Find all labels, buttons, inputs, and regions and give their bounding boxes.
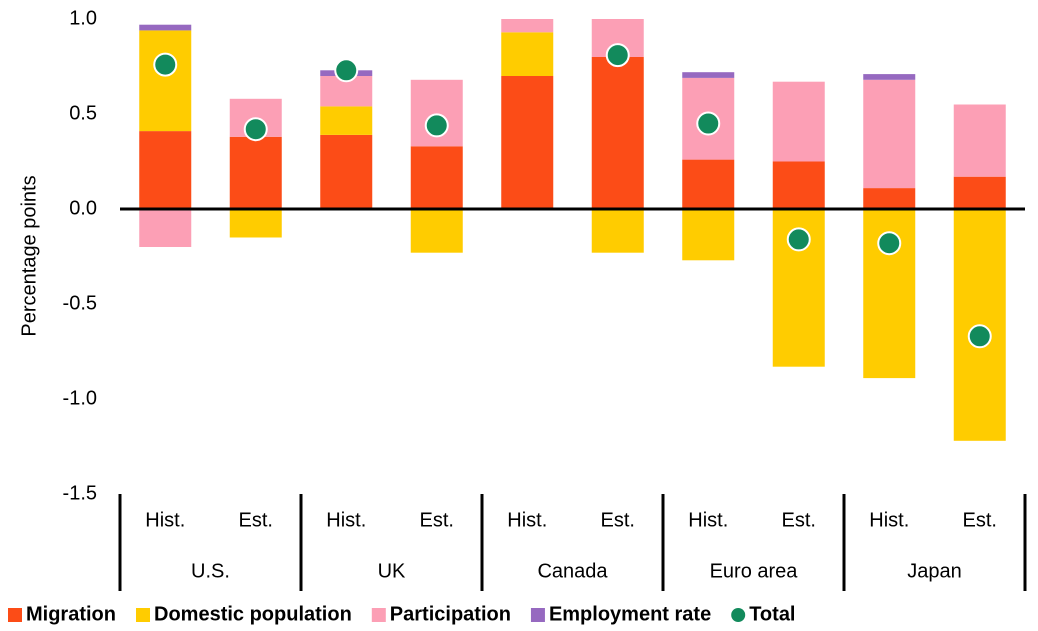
bar-segment bbox=[772, 81, 825, 162]
y-axis-label: Percentage points bbox=[18, 175, 40, 336]
total-dot bbox=[605, 43, 630, 68]
group-label: UK bbox=[378, 560, 406, 582]
total-dot bbox=[786, 227, 811, 252]
y-tick-label: 1.0 bbox=[69, 7, 97, 29]
y-tick-label: 0.5 bbox=[69, 102, 97, 124]
x-tick-label: Est. bbox=[420, 509, 454, 531]
bar-segment bbox=[863, 74, 916, 80]
total-dot bbox=[967, 324, 992, 349]
x-tick-label: Hist. bbox=[869, 509, 909, 531]
bar-segment bbox=[501, 76, 554, 209]
legend-swatch bbox=[136, 608, 150, 622]
bar-segment bbox=[410, 209, 463, 253]
x-tick-label: Est. bbox=[963, 509, 997, 531]
bar-segment bbox=[591, 209, 644, 253]
group-label: Japan bbox=[907, 560, 962, 582]
legend-label: Domestic population bbox=[154, 603, 352, 625]
x-tick-label: Est. bbox=[601, 509, 635, 531]
bar-segment bbox=[320, 106, 373, 135]
x-tick-label: Hist. bbox=[326, 509, 366, 531]
x-tick-label: Est. bbox=[782, 509, 816, 531]
bars bbox=[139, 19, 1006, 441]
bar-segment bbox=[682, 159, 735, 209]
bar-segment bbox=[591, 57, 644, 209]
total-dot bbox=[696, 111, 721, 136]
bar-segment bbox=[682, 209, 735, 261]
x-tick-label: Est. bbox=[239, 509, 273, 531]
legend-label: Total bbox=[749, 603, 795, 625]
total-dot bbox=[424, 113, 449, 138]
bar-segment bbox=[501, 32, 554, 76]
group-label: U.S. bbox=[191, 560, 230, 582]
y-tick-label: -1.0 bbox=[63, 387, 97, 409]
y-tick-label: -1.5 bbox=[63, 482, 97, 504]
group-label: Canada bbox=[537, 560, 608, 582]
y-tick-label: 0.0 bbox=[69, 197, 97, 219]
bar-segment bbox=[139, 209, 192, 247]
bar-segment bbox=[229, 209, 282, 238]
legend-swatch bbox=[530, 608, 545, 622]
legend-swatch bbox=[731, 608, 746, 622]
bar-segment bbox=[772, 161, 825, 209]
bar-segment bbox=[229, 136, 282, 209]
bar-segment bbox=[501, 19, 554, 33]
bar-segment bbox=[953, 104, 1006, 177]
bar-segment bbox=[863, 79, 916, 189]
total-dot bbox=[877, 231, 902, 256]
legend-swatch bbox=[371, 608, 386, 622]
legend-label: Employment rate bbox=[549, 603, 711, 625]
legend-label: Migration bbox=[26, 603, 116, 625]
y-tick-label: -0.5 bbox=[63, 292, 97, 314]
bar-segment bbox=[953, 176, 1006, 209]
bar-segment bbox=[863, 188, 916, 209]
x-tick-label: Hist. bbox=[145, 509, 185, 531]
bar-segment bbox=[682, 72, 735, 78]
total-dot bbox=[243, 117, 268, 142]
bar-segment bbox=[320, 134, 373, 209]
legend-swatch bbox=[8, 608, 22, 622]
x-tick-label: Hist. bbox=[688, 509, 728, 531]
bar-segment bbox=[139, 131, 192, 209]
legend-label: Participation bbox=[390, 603, 511, 625]
bar-segment bbox=[410, 146, 463, 209]
x-tick-label: Hist. bbox=[507, 509, 547, 531]
total-dot bbox=[153, 52, 178, 77]
bar-segment bbox=[139, 24, 192, 31]
bar-segment bbox=[139, 30, 192, 132]
total-dot bbox=[334, 58, 359, 83]
group-label: Euro area bbox=[710, 560, 799, 582]
